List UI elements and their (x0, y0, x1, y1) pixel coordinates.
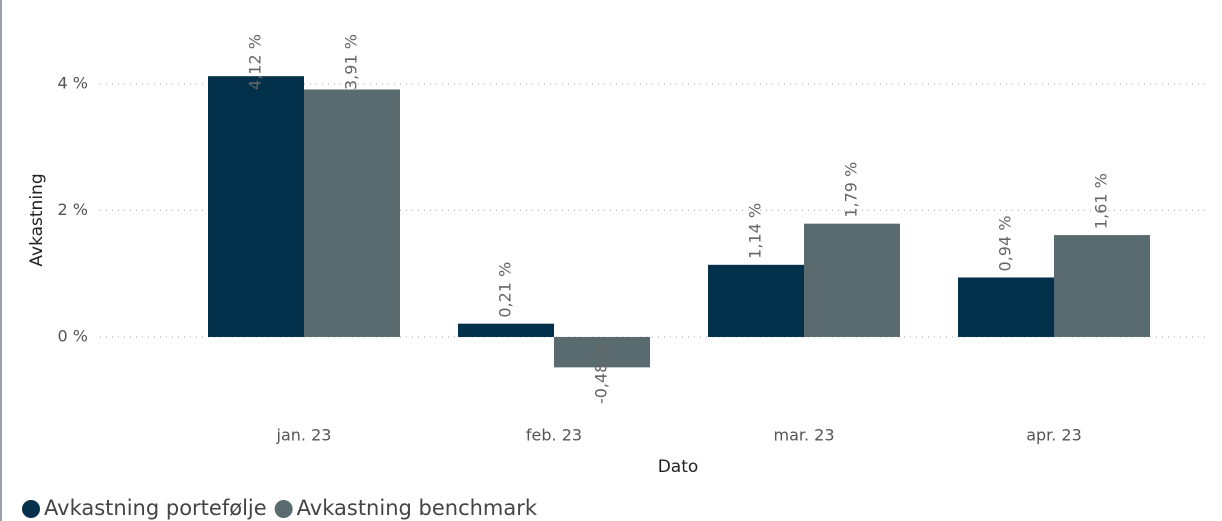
data-label: 1,79 % (842, 162, 861, 218)
x-tick-label: jan. 23 (276, 426, 332, 445)
x-tick-label: apr. 23 (1026, 426, 1082, 445)
data-label: 4,12 % (246, 34, 265, 90)
x-tick-label: mar. 23 (773, 426, 834, 445)
bar (708, 264, 804, 337)
legend-label: Avkastning benchmark (297, 496, 538, 520)
data-label: -0,48 % (592, 342, 611, 404)
bar (458, 323, 554, 337)
data-label: 0,21 % (496, 262, 515, 318)
legend-marker (274, 500, 293, 518)
data-label: 1,61 % (1092, 173, 1111, 229)
data-label: 3,91 % (342, 34, 361, 90)
bar (1054, 235, 1150, 337)
y-axis-title: Avkastning (27, 173, 47, 266)
bar (304, 89, 400, 337)
bar (554, 336, 650, 368)
bar (804, 223, 900, 337)
y-tick-label: 4 % (58, 73, 88, 92)
legend-marker (22, 500, 40, 518)
x-axis-title: Dato (658, 457, 699, 477)
legend-label: Avkastning portefølje (44, 496, 267, 520)
x-tick-label: feb. 23 (526, 426, 582, 445)
bar (208, 76, 304, 337)
bar (958, 277, 1054, 337)
y-tick-label: 2 % (58, 200, 88, 219)
data-label: 1,14 % (746, 203, 765, 259)
y-tick-label: 0 % (58, 326, 88, 345)
data-label: 0,94 % (996, 216, 1015, 272)
